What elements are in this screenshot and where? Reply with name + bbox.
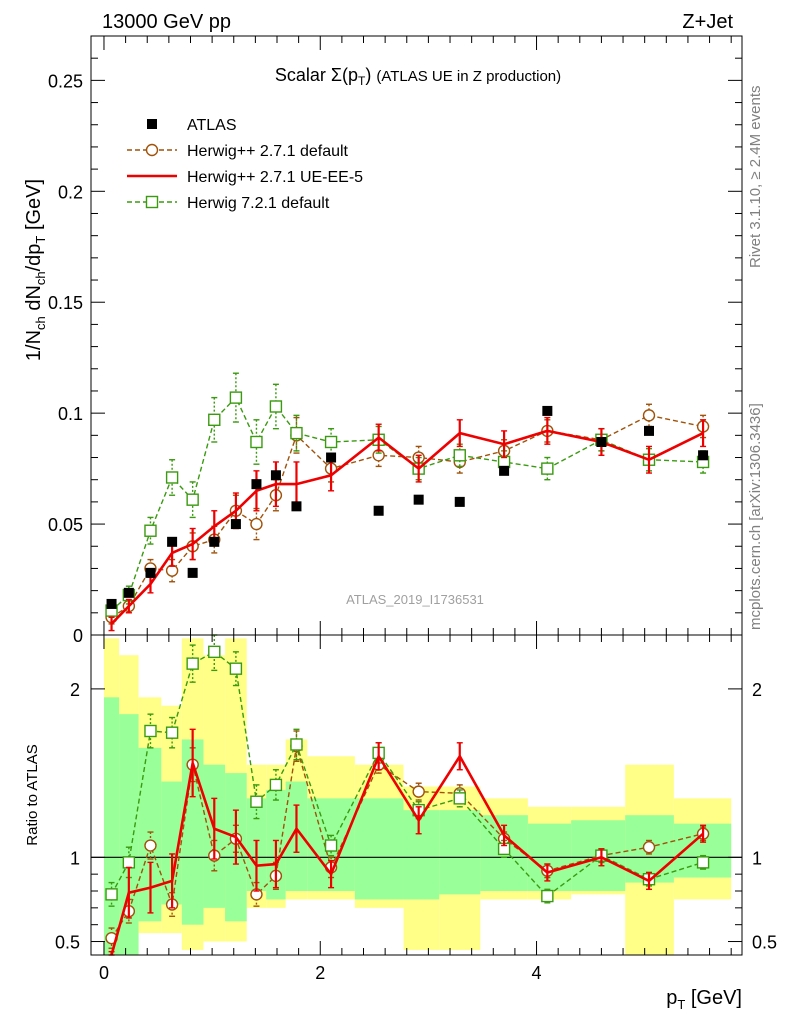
upper-plot-frame — [90, 35, 743, 636]
legend: ATLAS Herwig++ 2.7.1 default Herwig++ 2.7.… — [127, 117, 363, 212]
atlas-data-point — [291, 501, 302, 512]
atlas-data-point — [326, 452, 337, 463]
lower-series-2-marker — [250, 795, 263, 808]
atlas-data-point — [251, 479, 262, 490]
upper-panel: 0 0.05 0.1 0.15 0.2 0.25 Scalar Σ(pT) (ATLAS … — [23, 35, 743, 646]
legend-label: Herwig++ 2.7.1 UE-EE-5 — [187, 169, 363, 186]
lower-marks — [91, 634, 742, 956]
process-label: Z+Jet — [682, 11, 733, 33]
lower-series-2-marker — [541, 889, 554, 903]
atlas-data-point — [373, 505, 384, 516]
ratio-y-tick-label: 2 — [70, 680, 80, 700]
legend-atlas-marker — [147, 119, 157, 129]
atlas-data-point — [413, 494, 424, 505]
atlas-data-point — [209, 536, 220, 547]
lower-series-0-marker — [412, 785, 425, 798]
upper-y-axis-label: 1/Nch dNch/dpT [GeV] — [23, 179, 48, 361]
x-tick-label: 0 — [99, 963, 109, 983]
x-axis-label: pT [GeV] — [666, 987, 742, 1012]
stat-uncertainty-band — [403, 810, 440, 900]
upper-series-3-marker — [269, 400, 283, 413]
mcplots-label: mcplots.cern.ch [arXiv:1306.3436] — [747, 403, 764, 630]
lower-plot-border — [90, 634, 743, 956]
upper-series-3-marker — [165, 471, 179, 484]
lower-series-2-marker — [165, 726, 179, 739]
atlas-data-point — [230, 519, 241, 530]
lower-panel: 0.5 0.5 1 1 2 2 0 2 4 Ratio to ATLAS — [24, 634, 777, 983]
lower-series-2-marker — [696, 856, 710, 869]
atlas-data-point — [644, 425, 654, 436]
stat-uncertainty-band — [103, 697, 120, 955]
lower-y-axis-label: Ratio to ATLAS — [24, 744, 41, 845]
atlas-data-point — [596, 436, 607, 447]
lower-series-2-marker — [208, 645, 221, 659]
ratio-y-tick-label-right: 2 — [752, 680, 762, 700]
upper-series-3-marker — [290, 426, 303, 440]
upper-series-1-marker — [642, 409, 656, 422]
upper-series-3-line — [111, 396, 704, 612]
lower-series-2-marker — [186, 657, 199, 670]
upper-series-3-marker — [453, 449, 466, 462]
atlas-data-point — [698, 450, 709, 461]
lower-series-2-marker — [229, 662, 243, 675]
lower-ticks: 0.5 0.5 1 1 2 2 0 2 4 — [55, 635, 777, 983]
atlas-data-point — [454, 496, 465, 507]
atlas-data-point — [106, 598, 117, 609]
upper-series-3-marker — [144, 524, 157, 537]
lower-series-0-marker — [642, 841, 656, 854]
atlas-data-point — [499, 465, 510, 476]
upper-series-3-marker — [229, 391, 243, 404]
lower-series-2-marker — [290, 738, 303, 751]
y-tick-label: 0.05 — [48, 515, 83, 535]
upper-series-3-marker — [250, 435, 263, 449]
upper-series-3-marker — [324, 435, 338, 449]
ratio-y-tick-label-right: 0.5 — [752, 933, 777, 953]
upper-series-3-marker — [208, 413, 221, 427]
atlas-data-point — [145, 567, 156, 578]
y-tick-label: 0.15 — [48, 293, 83, 313]
watermark-label: ATLAS_2019_I1736531 — [346, 592, 484, 607]
lower-series-2-marker — [324, 839, 338, 852]
y-tick-label: 0.1 — [58, 404, 83, 424]
upper-series-3-marker — [541, 462, 554, 475]
stat-uncertainty-band — [439, 810, 481, 895]
atlas-data-point — [270, 470, 281, 481]
legend-label: Herwig++ 2.7.1 default — [187, 143, 349, 160]
upper-series-1-marker — [250, 517, 263, 531]
atlas-data-point — [187, 567, 198, 578]
energy-label: 13000 GeV pp — [102, 11, 231, 33]
lower-series-2-marker — [269, 778, 283, 792]
y-tick-label: 0.2 — [58, 182, 83, 202]
lower-plot-frame — [90, 634, 743, 956]
lower-series-2-marker — [122, 856, 136, 869]
rivet-label: Rivet 3.1.10, ≥ 2.4M events — [747, 86, 764, 269]
upper-ticks: 0 0.05 0.1 0.15 0.2 0.25 — [48, 35, 742, 646]
x-tick-label: 4 — [532, 963, 542, 983]
upper-plot-title: Scalar Σ(pT) (ATLAS UE in Z production) — [275, 65, 561, 88]
lower-series-2-marker — [453, 792, 466, 805]
lower-series-2-marker — [144, 724, 157, 738]
upper-marks — [105, 372, 710, 632]
legend-square-marker — [145, 195, 159, 209]
lower-series-2-marker — [105, 888, 118, 901]
legend-label: Herwig 7.2.1 default — [187, 195, 330, 212]
stat-uncertainty-band — [181, 739, 204, 925]
stat-uncertainty-band — [354, 798, 404, 900]
ratio-y-tick-label-right: 1 — [752, 848, 762, 868]
stat-uncertainty-band — [138, 747, 162, 922]
lower-series-0-marker — [144, 839, 157, 852]
legend-circle-marker — [145, 143, 159, 157]
atlas-data-point — [542, 405, 553, 416]
y-tick-label: 0.25 — [48, 71, 83, 91]
ratio-y-tick-label: 0.5 — [55, 933, 80, 953]
legend-label: ATLAS — [187, 117, 237, 134]
ratio-y-tick-label: 1 — [70, 848, 80, 868]
upper-series-3-marker — [186, 493, 199, 506]
x-tick-label: 2 — [315, 963, 325, 983]
atlas-data-point — [123, 587, 134, 598]
atlas-data-point — [167, 536, 178, 547]
y-tick-label: 0 — [73, 626, 83, 646]
